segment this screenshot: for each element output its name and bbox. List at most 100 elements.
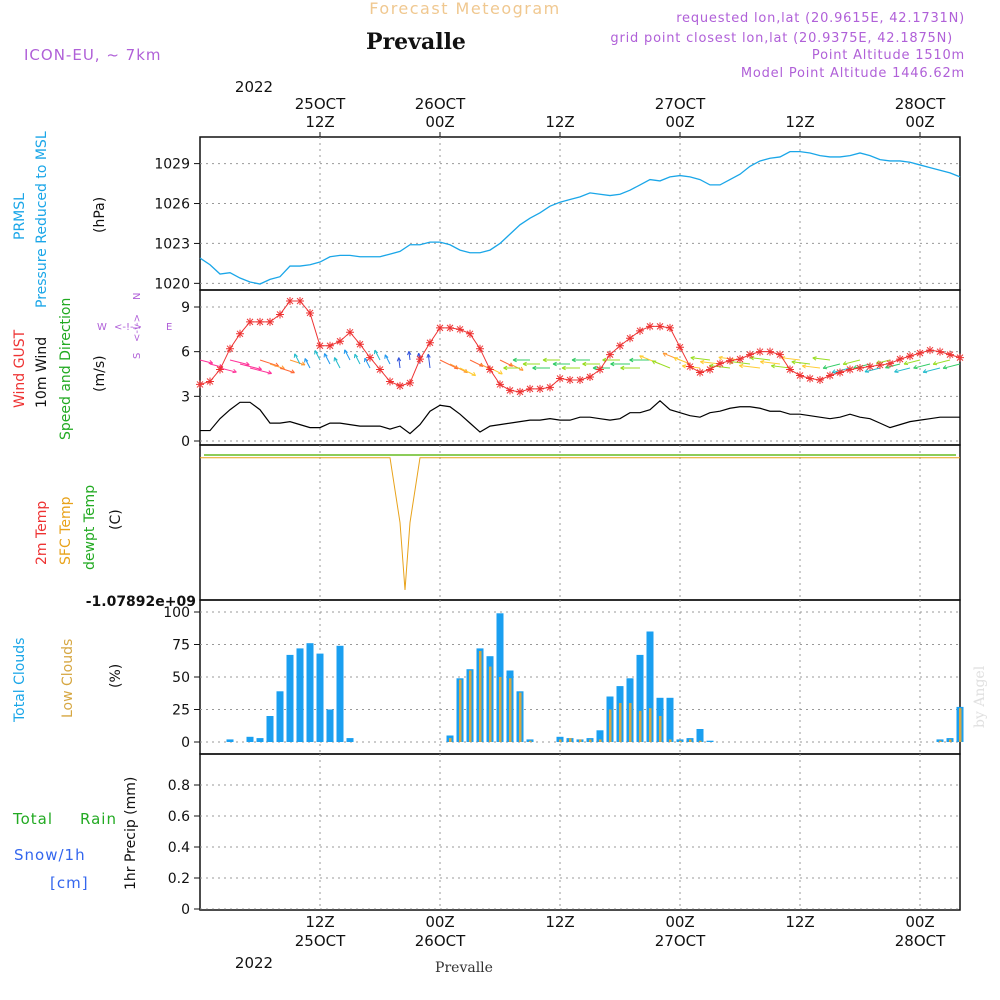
gust-point — [316, 341, 324, 350]
wind-arrow-head — [770, 364, 776, 369]
total-cloud-bar — [636, 654, 644, 742]
wind-arrow — [199, 359, 213, 364]
wind-arrow-head — [913, 364, 918, 370]
wind-arrow — [832, 367, 851, 374]
low-cloud-bar — [599, 739, 602, 742]
wind-arrow — [374, 349, 381, 361]
chart-suptitle: Forecast Meteogram — [369, 0, 560, 18]
precip-frame — [199, 753, 961, 911]
gust-point — [796, 371, 804, 380]
wind-arrow — [439, 359, 459, 370]
wind-arrow-head — [718, 355, 723, 361]
total-cloud-bar — [226, 739, 234, 742]
total-cloud-bar — [246, 736, 254, 742]
wind-arrow-head — [373, 349, 379, 355]
wind-arrow — [289, 359, 306, 366]
wind-arrow — [673, 357, 691, 365]
gust-point — [786, 365, 794, 374]
low-cloud-bar — [589, 739, 592, 742]
wind-arrow — [259, 359, 279, 367]
compass-e: E — [166, 322, 172, 333]
compass-h-arrow: <-!-> — [114, 322, 142, 333]
low-cloud-bar — [629, 703, 632, 742]
top-tick-hour: 12Z — [785, 113, 814, 131]
wind-arrow — [294, 353, 301, 365]
wind-arrow-head — [471, 371, 477, 377]
wind-arrow — [229, 359, 250, 366]
gust-point — [406, 378, 414, 387]
wind-arrow — [209, 363, 223, 368]
y-tick-label: 0 — [181, 434, 190, 450]
wind-arrow — [791, 361, 811, 365]
wind-arrow — [354, 353, 361, 365]
low-cloud-bar — [679, 740, 682, 742]
wind-arrow — [876, 359, 891, 364]
gust-point — [226, 344, 234, 353]
wind-arrow — [913, 363, 931, 369]
gust-point — [386, 377, 394, 386]
gust-point — [496, 380, 504, 389]
total-cloud-bar — [646, 631, 654, 742]
bottom-tick-hour: 00Z — [425, 913, 454, 931]
low-cloud-bar — [519, 692, 522, 742]
gust-point — [876, 361, 884, 370]
wind-arrow-head — [639, 355, 644, 360]
pressure-label-2: Pressure Reduced to MSL — [34, 131, 50, 308]
wind-arrow — [469, 359, 484, 367]
gust-point — [346, 328, 354, 337]
wind-arrow — [894, 367, 911, 373]
wind-direction-arrows — [199, 349, 961, 377]
compass-w: W — [97, 322, 107, 333]
wind-arrow — [499, 359, 513, 367]
gust-point — [506, 386, 514, 395]
precip-rain-label: Rain — [80, 810, 117, 828]
grid-lines — [200, 137, 960, 910]
total-cloud-bar — [346, 738, 354, 742]
wind-arrow — [489, 367, 503, 375]
footer-station: Prevalle — [435, 960, 493, 976]
wind-arrow-head — [293, 353, 298, 358]
wind-arrow — [842, 359, 861, 365]
model-label: ICON-EU, ~ 7km — [24, 46, 162, 64]
low-cloud-bar — [949, 739, 952, 742]
compass-v-arrow: <-!-> — [132, 314, 143, 342]
y-tick-label: 75 — [172, 638, 190, 654]
y-tick-label: 9 — [181, 300, 190, 316]
gust-point — [286, 297, 294, 306]
credit-text: by Angel — [972, 665, 988, 728]
top-tick-hour: 12Z — [545, 113, 574, 131]
wind-arrow-head — [323, 353, 328, 358]
top-tick-hour: 00Z — [425, 113, 454, 131]
compass-n: N — [132, 293, 143, 300]
temp-sfc-label: SFC Temp — [58, 496, 74, 565]
gust-point — [536, 384, 544, 393]
wind-arrow-head — [791, 360, 796, 365]
low-cloud-bar — [459, 679, 462, 742]
y-tick-label: 50 — [172, 670, 190, 686]
total-cloud-bar — [666, 697, 674, 742]
gust-point — [586, 372, 594, 381]
wind-arrow-head — [681, 364, 687, 369]
wind-arrow-head — [426, 353, 431, 358]
total-cloud-bar — [696, 729, 704, 742]
gust-point — [606, 350, 614, 359]
low-cloud-bar — [659, 716, 662, 742]
temp-frame — [199, 444, 961, 601]
gust-point — [436, 323, 444, 332]
gust-point — [306, 308, 314, 317]
gust-point — [936, 347, 944, 356]
gust-point — [846, 365, 854, 374]
gust-point — [826, 371, 834, 380]
top-tick-hour: 00Z — [665, 113, 694, 131]
wind-arrow — [269, 363, 285, 370]
wind-arrow-head — [542, 357, 547, 363]
low-cloud-bar — [509, 678, 512, 742]
wind-arrow-head — [690, 356, 695, 361]
low-cloud-bar — [959, 708, 962, 742]
y-tick-label: 1023 — [154, 236, 190, 252]
y-tick-label: 0.2 — [168, 871, 190, 887]
wind-arrow-head — [932, 361, 938, 366]
bottom-tick-date: 26OCT — [415, 932, 466, 950]
gust-point — [766, 347, 774, 356]
